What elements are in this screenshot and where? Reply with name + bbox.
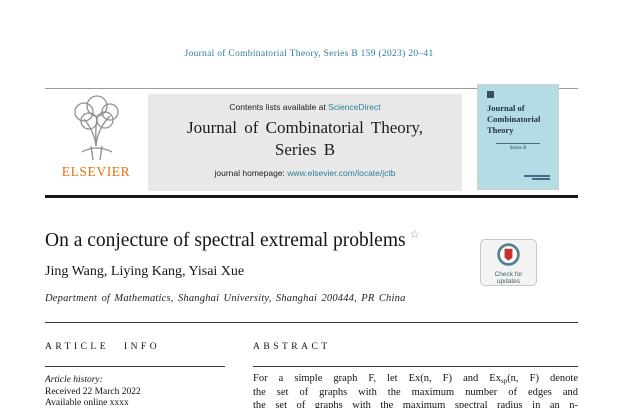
contents-prefix: Contents lists available at — [229, 102, 326, 112]
journal-citation-line: Journal of Combinatorial Theory, Series … — [184, 49, 434, 59]
history-available-online: Available online xxxx — [45, 398, 129, 408]
abstract-column: ABSTRACT For a simple graph F, let Ex(n,… — [253, 342, 578, 408]
check-for-updates-icon — [497, 243, 520, 266]
journal-title-line1: Journal of Combinatorial Theory, — [186, 118, 424, 137]
journal-header-banner: ELSEVIER Contents lists available at Sci… — [45, 85, 578, 198]
cover-title-line2: Combinatorial — [487, 114, 541, 125]
abstract-line-3: the set of graphs with the maximum spect… — [253, 399, 578, 408]
affiliation: Department of Mathematics, Shanghai Univ… — [45, 293, 406, 304]
journal-title: Journal of Combinatorial Theory, Series … — [148, 117, 462, 161]
homepage-url-link[interactable]: www.elsevier.com/locate/jctb — [287, 167, 396, 178]
sciencedirect-link[interactable]: ScienceDirect — [328, 102, 381, 112]
section-divider — [45, 322, 578, 323]
cover-title-line3: Theory — [487, 125, 514, 136]
article-title-text: On a conjecture of spectral extremal pro… — [45, 230, 406, 251]
author-list: Jing Wang, Liying Kang, Yisai Xue — [45, 264, 245, 279]
footnote-star-link[interactable]: ☆ — [409, 229, 420, 241]
homepage-line: journal homepage: www.elsevier.com/locat… — [148, 168, 462, 178]
abstract-line-2: the set of graphs with the maximum numbe… — [253, 387, 578, 399]
cover-series-label: Series B — [509, 146, 527, 151]
journal-cover-thumbnail[interactable]: Journal of Combinatorial Theory Series B — [478, 85, 558, 189]
abstract-heading: ABSTRACT — [253, 342, 578, 367]
elsevier-wordmark: ELSEVIER — [61, 164, 131, 179]
abstract-line-1: For a simple graph F, let Ex(n, F) and E… — [253, 373, 578, 385]
article-info-heading: ARTICLE INFO — [45, 342, 225, 367]
contents-line: Contents lists available at ScienceDirec… — [148, 102, 462, 112]
journal-title-line2: Series B — [274, 139, 336, 159]
homepage-prefix: journal homepage: — [214, 167, 285, 178]
check-for-updates-label: Check for updates — [494, 271, 523, 286]
abstract-text: For a simple graph F, let Ex(n, F) and E… — [253, 373, 578, 408]
article-info-column: ARTICLE INFO Article history: Received 2… — [45, 342, 225, 408]
article-history-label: Article history: — [45, 375, 103, 385]
cover-sciencedirect-mark — [524, 175, 550, 180]
article-title: On a conjecture of spectral extremal pro… — [45, 229, 420, 252]
cover-title-line1: Journal of — [487, 103, 525, 113]
history-received: Received 22 March 2022 — [45, 386, 141, 397]
journal-banner-box: Contents lists available at ScienceDirec… — [148, 94, 462, 191]
cover-divider — [496, 143, 540, 144]
elsevier-logo: ELSEVIER — [47, 94, 145, 192]
cover-title: Journal of Combinatorial Theory — [487, 103, 540, 136]
cover-brand-icon — [487, 91, 494, 98]
check-for-updates-badge[interactable]: Check for updates — [480, 239, 537, 286]
elsevier-tree-icon — [74, 95, 119, 161]
